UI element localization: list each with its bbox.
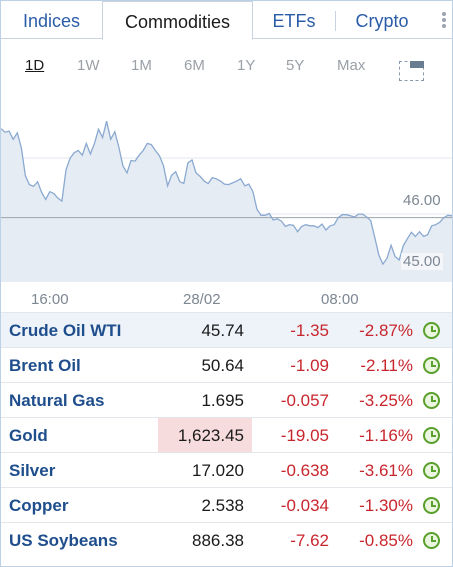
change-value: -19.05 — [280, 426, 329, 445]
table-row[interactable]: Copper 2.538 -0.034 -1.30% — [1, 487, 452, 522]
clock-icon[interactable] — [423, 322, 440, 339]
range-1m[interactable]: 1M — [131, 57, 152, 74]
commodity-name[interactable]: Crude Oil WTI — [9, 321, 122, 340]
expand-chart-icon[interactable] — [399, 61, 424, 81]
clock-icon[interactable] — [423, 462, 440, 479]
price-chart: 46.00 45.00 16:00 28/02 08:00 — [1, 96, 452, 311]
range-5y[interactable]: 5Y — [286, 57, 305, 74]
table-row[interactable]: Brent Oil 50.64 -1.09 -2.11% — [1, 347, 452, 382]
range-1d[interactable]: 1D — [25, 57, 45, 74]
change-value: -1.35 — [290, 321, 329, 340]
clock-icon[interactable] — [423, 392, 440, 409]
tab-commodities[interactable]: Commodities — [102, 1, 253, 40]
change-percent: -1.16% — [359, 426, 413, 445]
table-row[interactable]: US Soybeans 886.38 -7.62 -0.85% — [1, 522, 452, 557]
change-value: -0.034 — [280, 496, 329, 515]
last-price: 1.695 — [201, 391, 244, 410]
range-max[interactable]: Max — [337, 57, 366, 74]
clock-icon[interactable] — [423, 427, 440, 444]
commodity-name[interactable]: Brent Oil — [9, 356, 81, 375]
last-price: 886.38 — [192, 531, 244, 550]
clock-icon[interactable] — [423, 532, 440, 549]
change-percent: -1.30% — [359, 496, 413, 515]
change-percent: -0.85% — [359, 531, 413, 550]
tab-separator — [335, 11, 336, 31]
change-percent: -3.25% — [359, 391, 413, 410]
y-tick-label: 45.00 — [401, 253, 443, 271]
clock-icon[interactable] — [423, 357, 440, 374]
vertical-dots-icon[interactable] — [440, 10, 448, 32]
tab-bar: Indices Commodities ETFs Crypto — [1, 1, 452, 40]
change-value: -7.62 — [290, 531, 329, 550]
range-6m[interactable]: 6M — [184, 57, 205, 74]
table-row[interactable]: Crude Oil WTI 45.74 -1.35 -2.87% — [1, 312, 452, 347]
last-price: 50.64 — [201, 356, 244, 375]
x-tick-label: 16:00 — [31, 291, 69, 308]
tab-etfs[interactable]: ETFs — [272, 11, 316, 31]
last-price: 2.538 — [201, 496, 244, 515]
commodity-name[interactable]: Gold — [9, 426, 48, 445]
change-value: -1.09 — [290, 356, 329, 375]
chart-series-line — [1, 120, 452, 266]
change-value: -0.057 — [280, 391, 329, 410]
change-percent: -2.11% — [360, 356, 413, 375]
change-percent: -3.61% — [359, 461, 413, 480]
commodity-name[interactable]: Natural Gas — [9, 391, 105, 410]
commodities-table: Crude Oil WTI 45.74 -1.35 -2.87% Brent O… — [1, 312, 452, 557]
range-1w[interactable]: 1W — [77, 57, 100, 74]
table-row[interactable]: Natural Gas 1.695 -0.057 -3.25% — [1, 382, 452, 417]
range-1y[interactable]: 1Y — [237, 57, 256, 74]
x-tick-label: 08:00 — [321, 291, 359, 308]
chart-canvas — [1, 120, 452, 282]
change-value: -0.638 — [280, 461, 329, 480]
commodity-name[interactable]: Copper — [9, 496, 69, 515]
last-price: 1,623.45 — [158, 418, 252, 453]
last-price: 17.020 — [192, 461, 244, 480]
table-row[interactable]: Silver 17.020 -0.638 -3.61% — [1, 452, 452, 487]
clock-icon[interactable] — [423, 497, 440, 514]
last-price: 45.74 — [201, 321, 244, 340]
tab-indices[interactable]: Indices — [22, 11, 81, 31]
commodity-name[interactable]: Silver — [9, 461, 56, 480]
table-row[interactable]: Gold 1,623.45 -19.05 -1.16% — [1, 417, 452, 453]
y-tick-label: 46.00 — [401, 192, 443, 210]
commodity-name[interactable]: US Soybeans — [9, 531, 118, 550]
change-percent: -2.87% — [359, 321, 413, 340]
tab-crypto[interactable]: Crypto — [355, 11, 409, 31]
time-range-selector: 1D 1W 1M 6M 1Y 5Y Max — [1, 57, 452, 85]
chart-area — [1, 121, 452, 282]
x-tick-label: 28/02 — [183, 291, 221, 308]
